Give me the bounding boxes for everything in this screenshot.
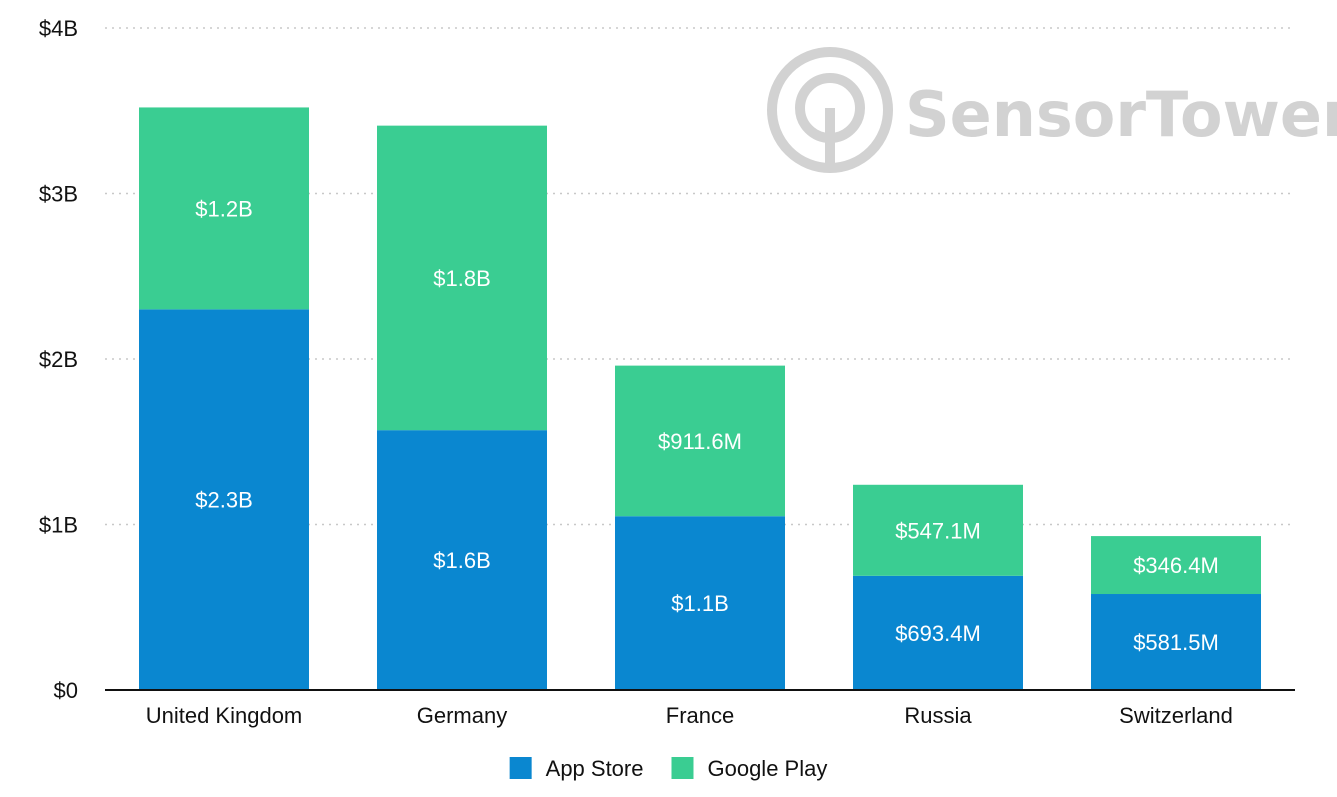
- y-tick-label: $0: [54, 678, 78, 703]
- bar-segment: [1091, 536, 1261, 595]
- data-label: $581.5M: [1133, 630, 1219, 655]
- watermark: SensorTower: [767, 47, 1337, 173]
- y-tick-label: $1B: [39, 513, 78, 538]
- y-tick-label: $2B: [39, 347, 78, 372]
- y-tick-label: $4B: [39, 16, 78, 41]
- bar-segment: [139, 309, 309, 690]
- legend-label: Google Play: [707, 756, 827, 781]
- bar-segment: [615, 516, 785, 690]
- data-labels: $2.3B $1.2B $1.6B $1.8B $1.1B $911.6M $693.4M $…: [195, 196, 1219, 655]
- legend-label: App Store: [546, 756, 644, 781]
- bar-segment: [615, 365, 785, 517]
- data-label: $1.2B: [195, 196, 253, 221]
- legend-swatch: [509, 757, 532, 779]
- x-tick-label: United Kingdom: [146, 703, 303, 728]
- x-tick-label: Germany: [417, 703, 507, 728]
- y-tick-label: $3B: [39, 182, 78, 207]
- bar-segment: [853, 484, 1023, 576]
- x-tick-label: France: [666, 703, 734, 728]
- data-label: $1.6B: [433, 548, 491, 573]
- axes: $0 $1B $2B $3B $4B United Kingdom Germany Franc…: [39, 16, 1295, 728]
- data-label: $1.1B: [671, 591, 729, 616]
- data-label: $346.4M: [1133, 553, 1219, 578]
- bar-segment: [853, 575, 1023, 690]
- sensor-tower-logo-icon: [767, 47, 893, 173]
- x-tick-label: Russia: [904, 703, 972, 728]
- data-label: $693.4M: [895, 621, 981, 646]
- watermark-text: SensorTower: [905, 78, 1337, 151]
- bar-segment: [377, 125, 547, 431]
- bars: [139, 107, 1261, 690]
- bar-segment: [377, 430, 547, 690]
- data-label: $911.6M: [658, 429, 742, 454]
- bar-segment: [139, 107, 309, 310]
- data-label: $547.1M: [895, 518, 981, 543]
- bar-segment: [1091, 594, 1261, 690]
- legend-swatch: [671, 757, 694, 779]
- x-tick-label: Switzerland: [1119, 703, 1233, 728]
- legend: App Store Google Play: [509, 756, 827, 781]
- data-label: $1.8B: [433, 266, 491, 291]
- data-label: $2.3B: [195, 488, 253, 513]
